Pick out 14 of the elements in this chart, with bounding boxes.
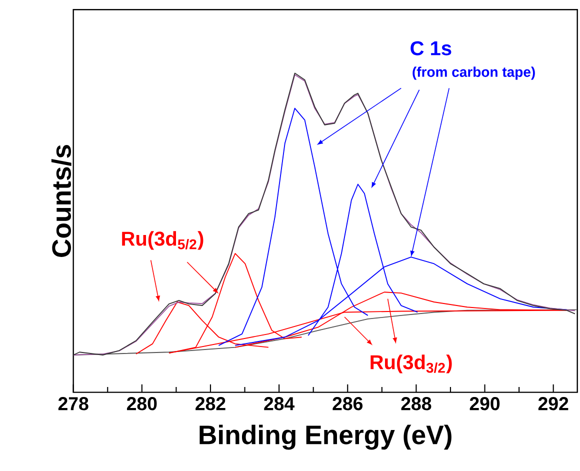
x-tick-label: 290 xyxy=(470,397,500,410)
y-axis-title: Counts/s xyxy=(51,145,72,257)
annotation: Ru(3d$_{5/2}$) xyxy=(122,231,204,250)
x-tick-label: 292 xyxy=(538,397,568,410)
x-tick-label: 278 xyxy=(58,397,88,410)
x-tick-label: 284 xyxy=(264,397,295,410)
x-tick-label: 280 xyxy=(126,397,157,410)
annotation: Ru(3d$_{3/2}$) xyxy=(370,354,452,374)
x-tick-label: 288 xyxy=(401,397,432,410)
x-tick-label: 282 xyxy=(196,397,226,410)
x-axis-title: Binding Energy (eV) xyxy=(200,424,452,450)
x-tick-label: 286 xyxy=(332,397,363,410)
text: C 1s xyxy=(410,41,452,56)
annotation: (from carbon tape) xyxy=(412,66,535,80)
